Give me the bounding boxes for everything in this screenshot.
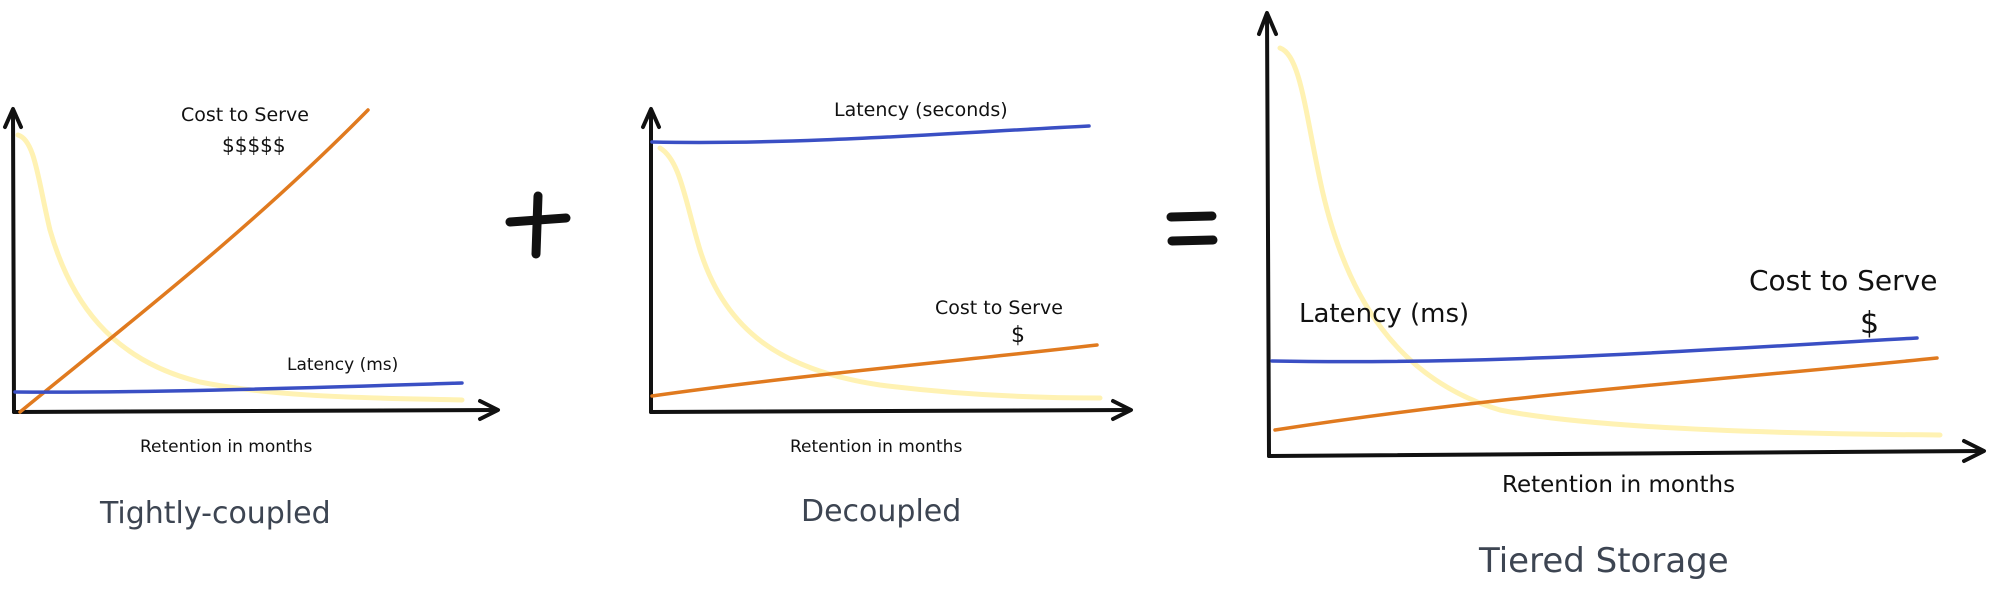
cost-symbol: $$$$$ xyxy=(222,133,286,157)
x-axis-arrowhead xyxy=(1962,439,1986,463)
panel-caption: Decoupled xyxy=(801,494,961,529)
panel-tiered-storage: Latency (ms) Cost to Serve $ Retention i… xyxy=(1257,11,1986,581)
latency-label: Latency (seconds) xyxy=(834,99,1008,121)
latency-label: Latency (ms) xyxy=(287,355,398,375)
y-axis-arrowhead xyxy=(1257,11,1278,36)
panel-decoupled: Latency (seconds) Cost to Serve $ Retent… xyxy=(641,99,1133,529)
latency-line xyxy=(1270,336,1919,364)
y-axis-arrowhead xyxy=(3,107,23,129)
panel-caption: Tiered Storage xyxy=(1478,541,1729,581)
panel-tightly-coupled: Cost to Serve $$$$$ Latency (ms) Retenti… xyxy=(3,104,500,531)
x-axis-label: Retention in months xyxy=(1502,472,1735,498)
x-axis xyxy=(12,408,499,414)
cost-symbol: $ xyxy=(1860,306,1879,341)
x-axis-label: Retention in months xyxy=(140,437,312,457)
retention-curve xyxy=(15,132,465,403)
retention-curve xyxy=(1277,45,1943,438)
cost-symbol: $ xyxy=(1011,323,1025,348)
x-axis xyxy=(1267,449,1985,458)
cost-line xyxy=(650,343,1099,398)
x-axis-label: Retention in months xyxy=(790,437,962,457)
retention-curve xyxy=(657,145,1103,401)
x-axis xyxy=(649,408,1132,414)
cost-label: Cost to Serve xyxy=(1749,264,1937,297)
latency-line xyxy=(650,124,1091,145)
latency-line xyxy=(13,381,464,394)
cost-label: Cost to Serve xyxy=(935,297,1063,319)
y-axis xyxy=(1265,12,1271,458)
cost-line xyxy=(1273,356,1939,432)
x-axis-arrowhead xyxy=(478,399,500,421)
panel-caption: Tightly-coupled xyxy=(99,496,331,531)
latency-label: Latency (ms) xyxy=(1299,299,1469,329)
y-axis xyxy=(11,108,16,414)
equals-operator xyxy=(1166,211,1218,246)
cost-line xyxy=(18,108,370,414)
y-axis-arrowhead xyxy=(641,107,661,129)
x-axis-arrowhead xyxy=(1111,399,1133,421)
plus-operator xyxy=(505,191,571,259)
cost-label: Cost to Serve xyxy=(181,104,309,126)
